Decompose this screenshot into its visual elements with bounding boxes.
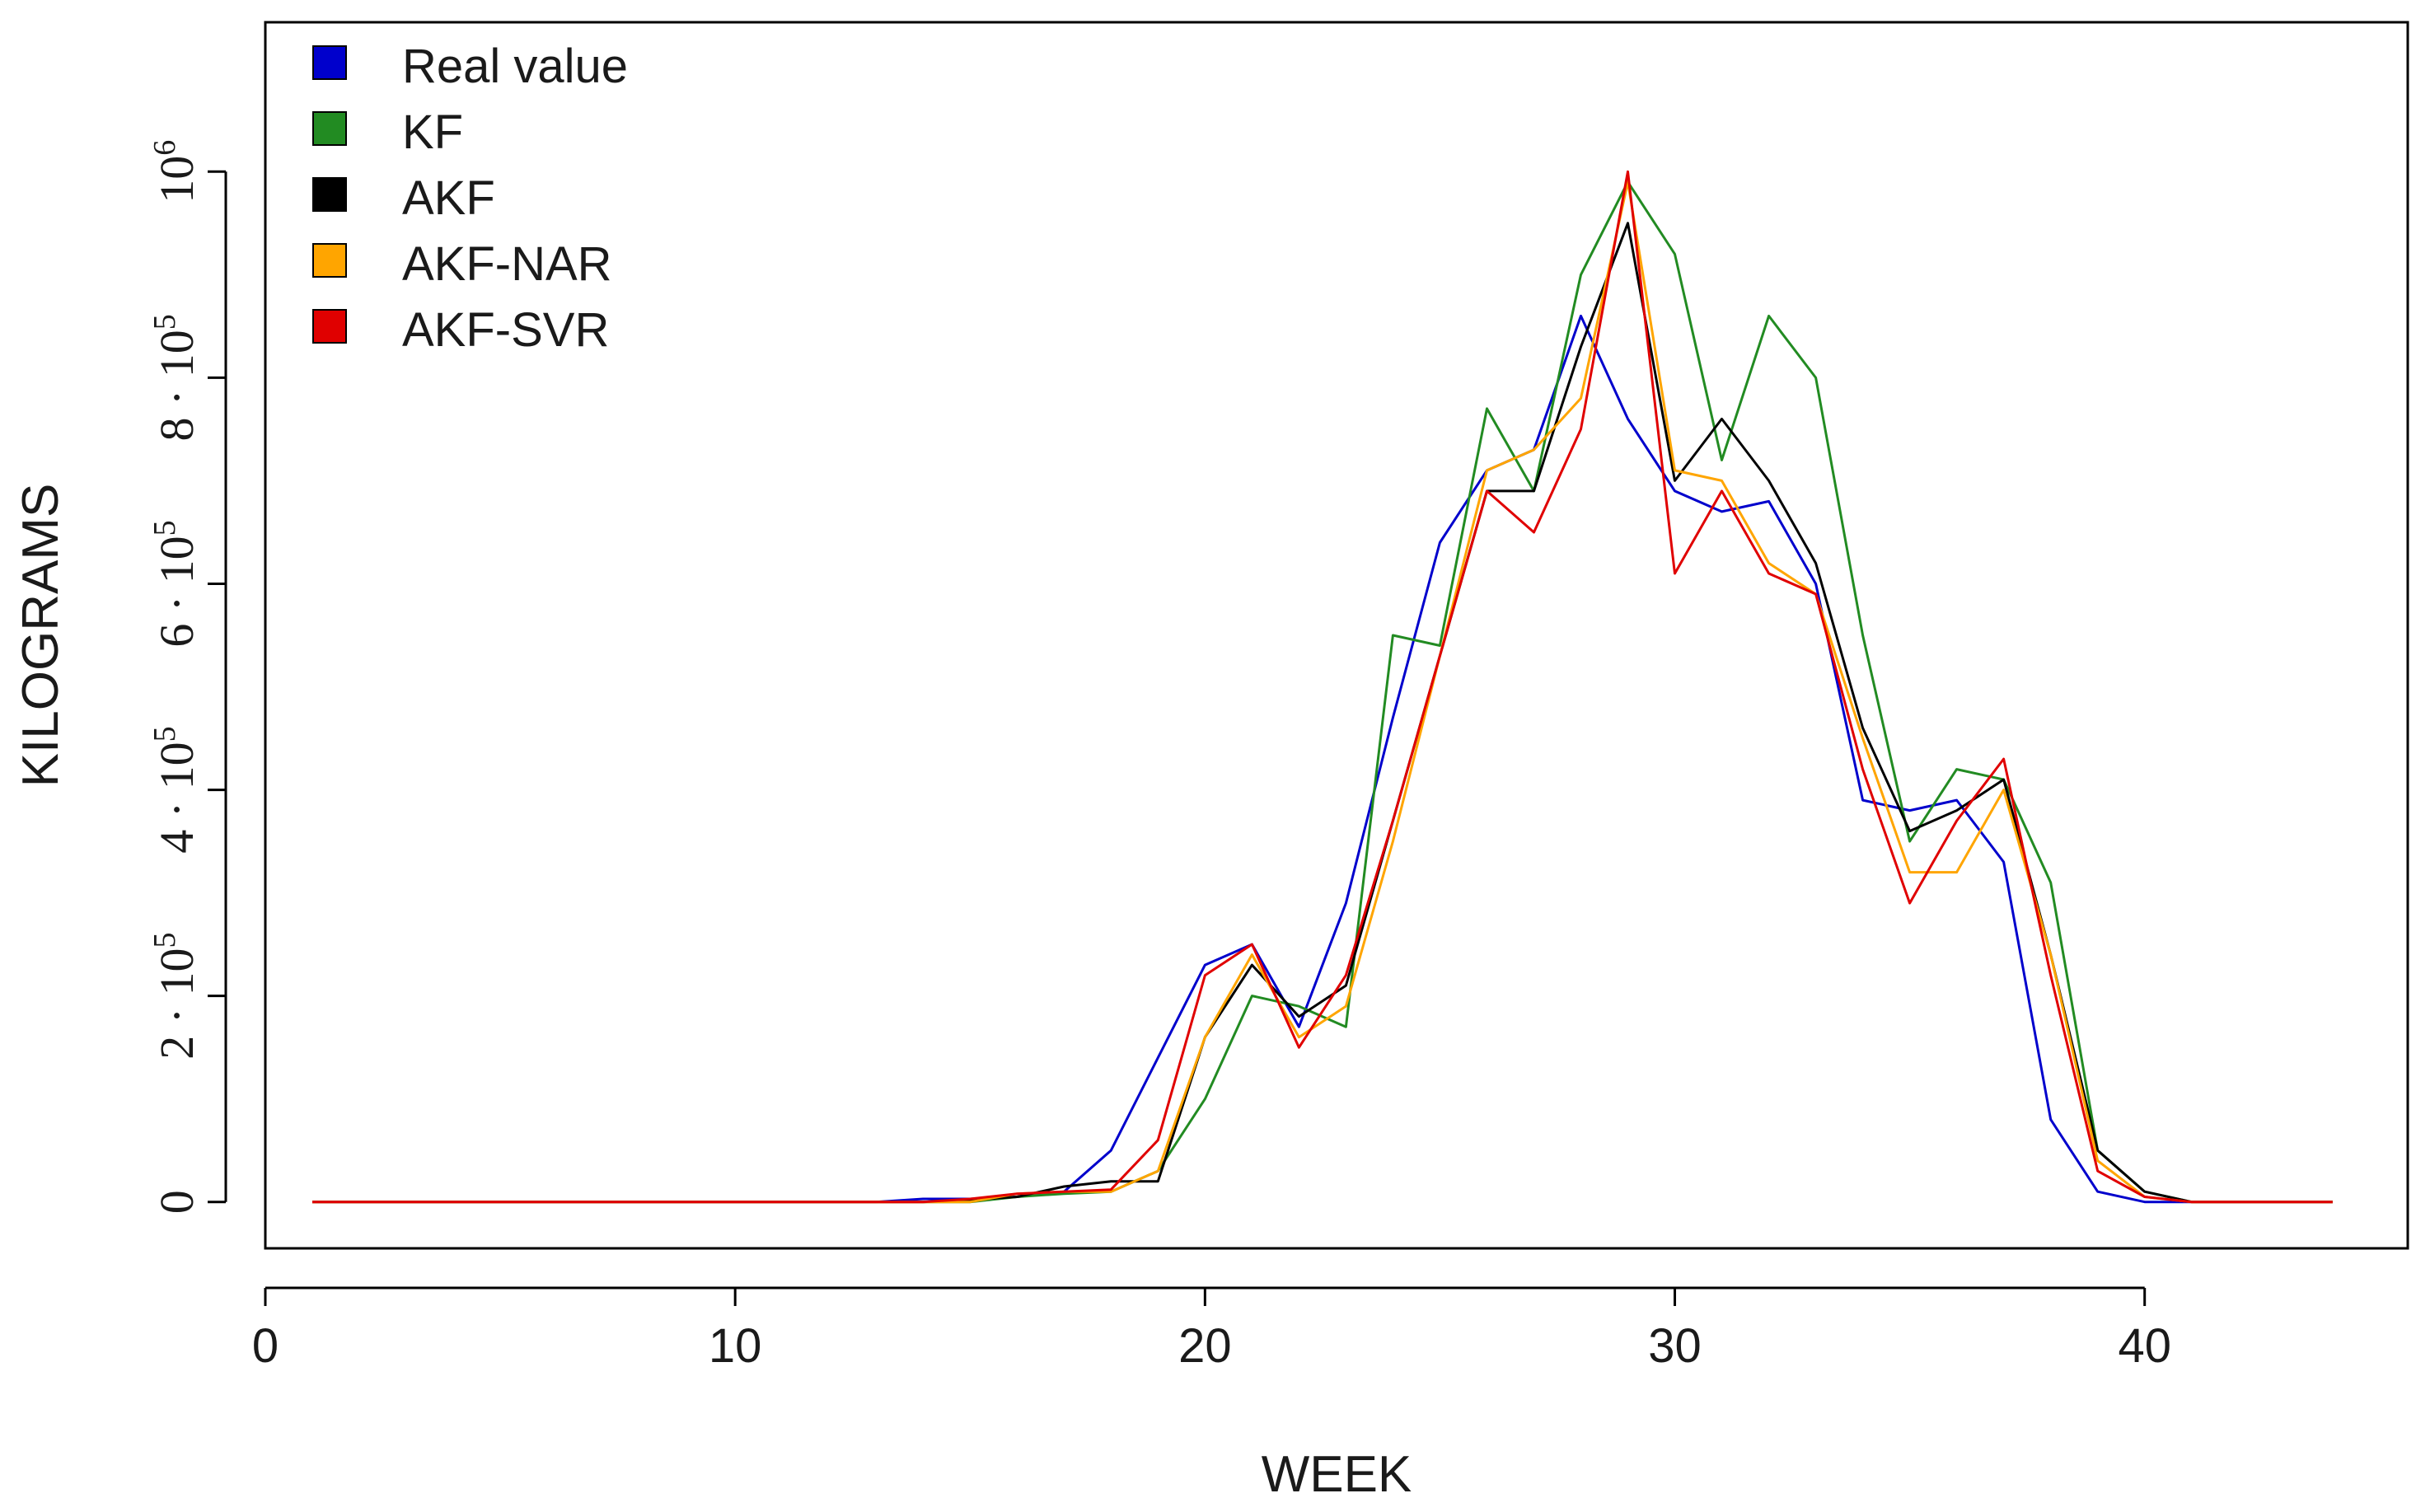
legend-label: Real value xyxy=(402,40,628,93)
series-line-akf xyxy=(312,222,2333,1204)
y-tick-label: 8 · 105 xyxy=(147,314,204,441)
legend-swatch xyxy=(312,177,347,212)
legend-swatch xyxy=(312,111,347,146)
x-tick-label: 10 xyxy=(709,1319,762,1373)
series-line-kf xyxy=(312,180,2333,1204)
series-group xyxy=(312,170,2333,1204)
legend-swatch xyxy=(312,309,347,344)
x-axis: 0 10 20 30 40 xyxy=(252,1286,2171,1373)
legend-label: AKF xyxy=(402,171,495,225)
legend-swatch xyxy=(312,45,347,80)
y-tick-label: 0 xyxy=(150,1190,204,1214)
series-line-akf-nar xyxy=(312,180,2333,1204)
y-tick-label: 6 · 105 xyxy=(147,520,204,647)
legend-swatch xyxy=(312,243,347,278)
y-axis: 0 2 · 105 4 · 105 6 · 105 8 · 105 106 xyxy=(147,140,227,1214)
legend: Real value KF AKF AKF-NAR AKF-SVR xyxy=(312,40,628,357)
legend-label: AKF-NAR xyxy=(402,237,612,291)
series-line-akf-svr xyxy=(312,170,2333,1204)
plot-frame xyxy=(264,21,2409,1250)
series-line-real-value xyxy=(312,314,2333,1204)
x-tick-label: 0 xyxy=(252,1319,279,1373)
x-axis-title: WEEK xyxy=(1262,1446,1412,1503)
y-axis-title: KILOGRAMS xyxy=(12,484,69,788)
x-tick-label: 30 xyxy=(1648,1319,1702,1373)
y-tick-label: 106 xyxy=(147,140,204,204)
legend-label: KF xyxy=(402,105,463,159)
y-tick-label: 2 · 105 xyxy=(147,932,204,1059)
x-tick-label: 40 xyxy=(2118,1319,2171,1373)
x-tick-label: 20 xyxy=(1178,1319,1232,1373)
y-tick-label: 4 · 105 xyxy=(147,726,204,853)
legend-label: AKF-SVR xyxy=(402,303,609,357)
